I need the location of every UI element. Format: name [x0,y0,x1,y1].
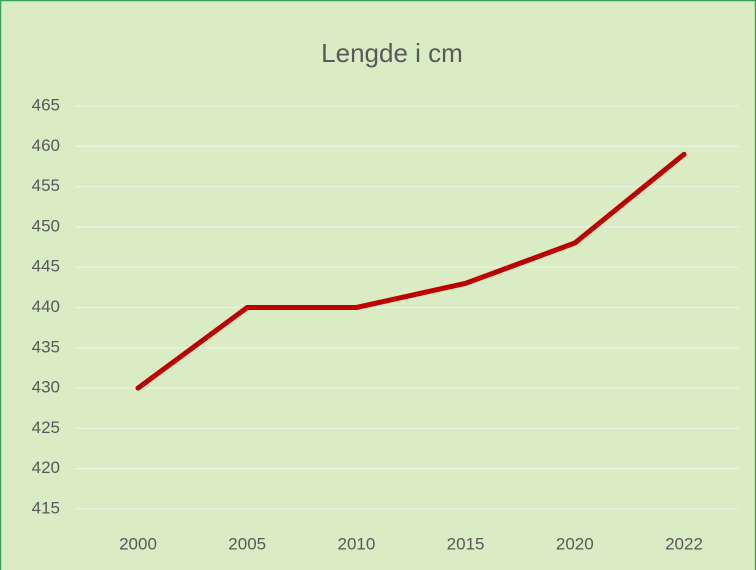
x-tick-label: 2020 [556,534,594,553]
x-tick-label: 2005 [228,534,266,553]
y-tick-label: 435 [32,337,60,356]
x-tick-label: 2022 [665,534,703,553]
x-tick-label: 2010 [337,534,375,553]
y-tick-label: 465 [32,95,60,114]
y-tick-label: 415 [32,498,60,517]
y-tick-label: 420 [32,458,60,477]
y-tick-label: 440 [32,297,60,316]
y-tick-label: 425 [32,418,60,437]
data-line [135,151,687,391]
x-tick-label: 2015 [447,534,485,553]
chart-title: Lengde i cm [321,38,463,68]
y-tick-label: 455 [32,176,60,195]
x-tick-label: 2000 [119,534,157,553]
y-tick-label: 445 [32,257,60,276]
y-tick-label: 450 [32,216,60,235]
y-tick-label: 460 [32,136,60,155]
y-tick-label: 430 [32,378,60,397]
